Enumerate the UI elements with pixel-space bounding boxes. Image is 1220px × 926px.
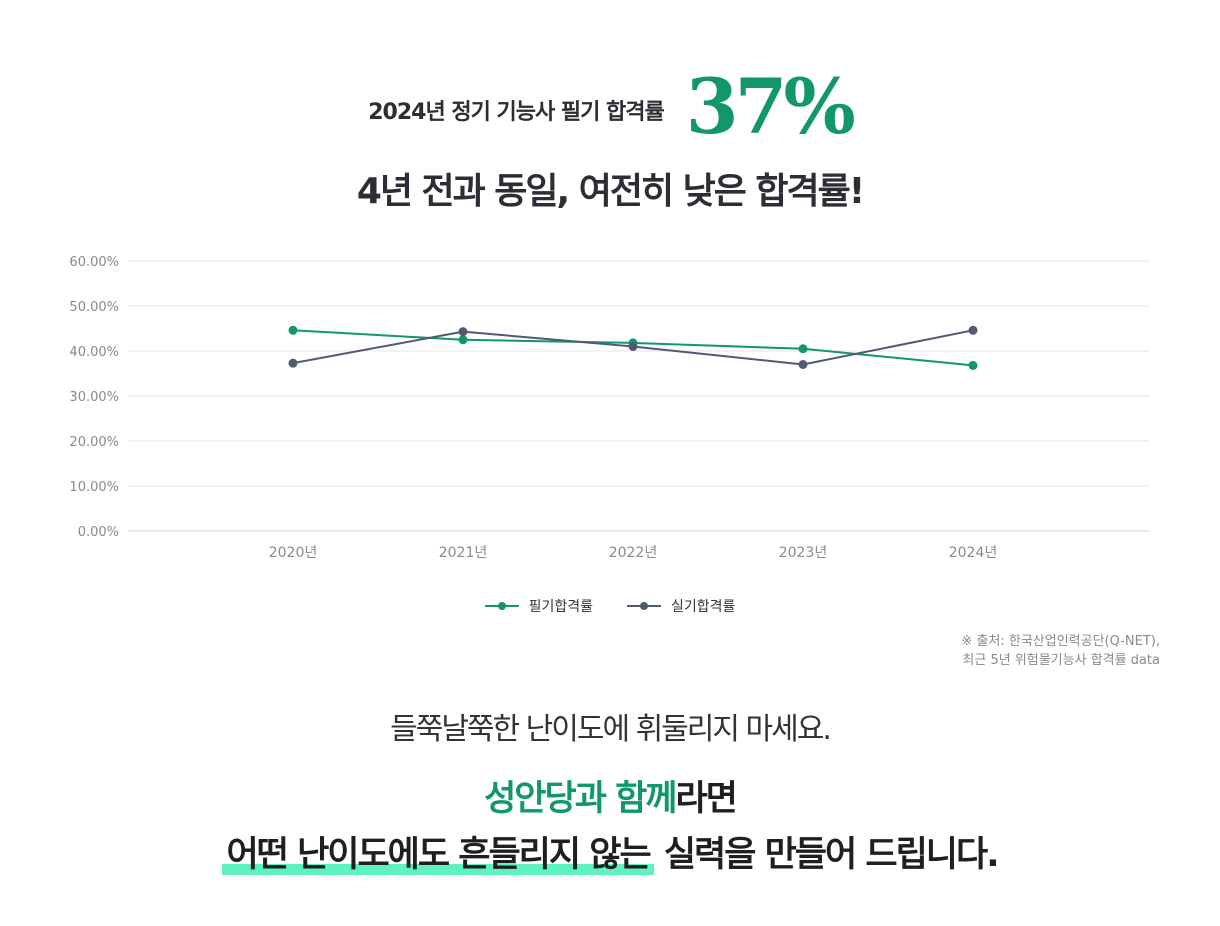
subheadline: 4년 전과 동일, 여전히 낮은 합격률! <box>356 171 865 212</box>
legend-item-practical: 실기합격률 <box>627 596 735 616</box>
chart-legend: 필기합격률 실기합격률 <box>0 596 1220 616</box>
x-tick-label: 2020년 <box>269 545 318 561</box>
data-point <box>288 358 298 368</box>
source-line-2: 최근 5년 위험물기능사 합격률 data <box>962 653 1160 668</box>
y-tick-label: 10.00% <box>69 480 119 495</box>
tagline: 들쭉날쭉한 난이도에 휘둘리지 마세요. <box>390 712 832 747</box>
promo-line-1-rest: 라면 <box>675 779 737 819</box>
data-point <box>288 325 298 335</box>
y-tick-label: 40.00% <box>69 345 119 360</box>
data-point <box>628 342 638 351</box>
promo-line-1: 성안당과 함께라면 <box>0 770 1220 821</box>
y-tick-label: 30.00% <box>69 390 119 405</box>
headline-title: 2024년 정기 기능사 필기 합격률 <box>368 100 665 125</box>
data-point <box>458 327 468 337</box>
y-tick-label: 20.00% <box>69 435 119 450</box>
source-line-1: ※ 출처: 한국산업인력공단(Q-NET), <box>961 634 1160 649</box>
source-note: ※ 출처: 한국산업인력공단(Q-NET), 최근 5년 위험물기능사 합격률 … <box>961 632 1160 670</box>
headline: 2024년 정기 기능사 필기 합격률 37% <box>0 62 1220 152</box>
x-tick-label: 2024년 <box>949 545 998 561</box>
promo-accent-text: 성안당과 함께 <box>484 779 677 819</box>
y-tick-label: 60.00% <box>69 255 119 270</box>
y-tick-label: 50.00% <box>69 300 119 315</box>
promo-line-2-rest: 실력을 만들어 드립니다. <box>653 835 1000 875</box>
data-point <box>968 360 978 370</box>
x-tick-label: 2023년 <box>779 545 828 561</box>
legend-swatch-written <box>484 602 519 610</box>
legend-label-written: 필기합격률 <box>528 599 593 615</box>
pass-rate-line-chart: 0.00% 10.00% 20.00% 30.00% 40.00% 50.00% 60.00… <box>69 255 1150 561</box>
legend-item-written: 필기합격률 <box>484 596 593 616</box>
x-tick-label: 2021년 <box>439 545 488 561</box>
legend-swatch-practical <box>627 602 661 610</box>
y-tick-label: 0.00% <box>78 525 119 540</box>
data-point <box>968 325 978 335</box>
promo-highlight-text: 어떤 난이도에도 흔들리지 않는 <box>222 835 654 875</box>
data-point <box>798 360 808 369</box>
x-tick-label: 2022년 <box>609 545 658 561</box>
legend-label-practical: 실기합격률 <box>671 599 736 615</box>
headline-pass-rate: 37% <box>685 62 856 151</box>
data-point <box>458 335 468 345</box>
promo-line-2: 어떤 난이도에도 흔들리지 않는 실력을 만들어 드립니다. <box>0 826 1220 877</box>
data-point <box>798 344 808 354</box>
